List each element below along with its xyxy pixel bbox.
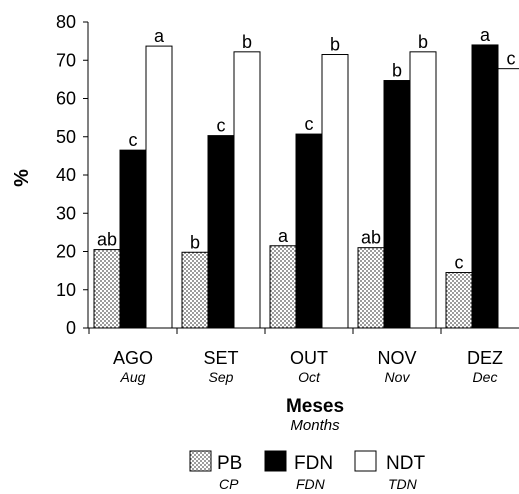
x-category-label: NOV (377, 348, 416, 368)
y-tick-label: 10 (56, 280, 76, 300)
bar-ndt (321, 54, 349, 329)
x-category-label: DEZ (467, 348, 503, 368)
bar-pb (93, 249, 121, 329)
bar-significance-label: c (129, 130, 138, 150)
bar-ndt (233, 51, 261, 329)
y-tick-label: 30 (56, 203, 76, 223)
bar-significance-label: b (418, 32, 428, 52)
bar-ndt (497, 68, 519, 329)
legend-sublabel: CP (219, 476, 239, 492)
bar-significance-label: c (305, 114, 314, 134)
y-axis-ticks: 0 10 20 30 40 50 60 70 80 (56, 12, 88, 338)
bar-significance-label: b (242, 32, 252, 52)
legend-label: PB (217, 453, 242, 474)
bar-significance-label: c (217, 116, 226, 136)
bar-significance-label: b (190, 232, 200, 252)
bar-pb (357, 247, 385, 329)
legend-label: FDN (294, 453, 333, 474)
legend-sublabel: TDN (388, 476, 418, 492)
legend: PB CP FDN FDN NDT TDN (189, 450, 425, 492)
x-category-label: AGO (113, 348, 153, 368)
x-category-sublabel: Aug (120, 369, 146, 385)
y-tick-label: 20 (56, 242, 76, 262)
y-tick-label: 80 (56, 12, 76, 32)
y-tick-label: 60 (56, 89, 76, 109)
bar-fdn (295, 133, 323, 329)
bar-pb (445, 272, 473, 329)
bar-significance-label: ab (361, 228, 381, 248)
x-category-sublabel: Sep (209, 369, 234, 385)
bar-significance-label: ab (97, 230, 117, 250)
bar-significance-label: b (330, 35, 340, 55)
axes-group (87, 22, 519, 329)
bar-fdn (383, 80, 411, 329)
x-category-label: SET (203, 348, 238, 368)
bar-significance-label: a (154, 26, 165, 46)
bar-fdn (471, 44, 499, 329)
bar-significance-label: c (455, 253, 464, 273)
bar-ndt (145, 45, 173, 329)
y-tick-label: 50 (56, 127, 76, 147)
bars-group (93, 44, 519, 329)
y-tick-label: 40 (56, 165, 76, 185)
y-axis-label: % (11, 169, 33, 187)
bar-significance-label: b (392, 61, 402, 81)
y-tick-label: 0 (66, 318, 76, 338)
x-category-sublabel: Oct (298, 369, 321, 385)
x-axis-label-sub: Months (290, 417, 340, 434)
bar-significance-label: a (278, 226, 289, 246)
legend-swatch-ndt (354, 450, 377, 472)
bar-significance-label: a (480, 25, 491, 45)
bar-significance-label: c (507, 49, 516, 69)
bar-pb (181, 251, 209, 329)
x-category-sublabel: Nov (385, 369, 411, 385)
bar-fdn (119, 149, 147, 329)
x-category-sublabel: Dec (473, 369, 498, 385)
legend-sublabel: FDN (296, 476, 326, 492)
y-tick-label: 70 (56, 50, 76, 70)
bar-fdn (207, 135, 235, 329)
legend-label: NDT (386, 453, 425, 474)
bar-pb (269, 245, 297, 329)
legend-swatch-pb (189, 450, 212, 472)
bar-ndt (409, 51, 437, 329)
legend-swatch-fdn (264, 450, 287, 472)
x-axis-label: Meses (286, 396, 344, 417)
x-category-label: OUT (290, 348, 328, 368)
